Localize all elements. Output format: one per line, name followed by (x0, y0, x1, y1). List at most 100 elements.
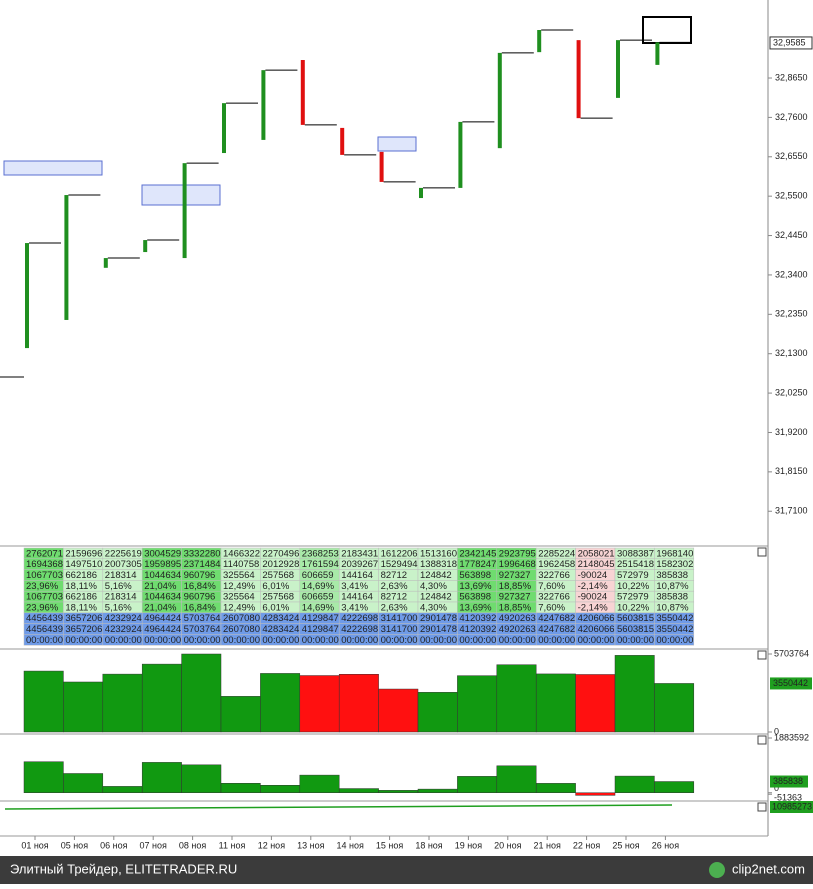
table-cell-text: 325564 (223, 570, 255, 581)
footer-text: Элитный Трейдер, ELITETRADER.RU (10, 861, 237, 876)
table-cell-text: -90024 (578, 592, 608, 603)
volume-bar (457, 675, 498, 733)
table-cell-text: 82712 (381, 592, 407, 603)
x-tick-label: 11 ноя (219, 840, 246, 850)
zone-box (141, 184, 221, 206)
table-cell-text: 4120392 (459, 624, 496, 635)
delta-bar (63, 773, 104, 793)
table-cell-text: 1466322 (223, 548, 260, 559)
close-button[interactable] (757, 735, 767, 745)
table-cell-text: 4456439 (26, 624, 63, 635)
y-tick-label: 32,3400 (775, 269, 808, 279)
y-tick-label: 31,9200 (775, 427, 808, 437)
table-cell-text: 2607080 (223, 624, 260, 635)
table-cell-text: 1968140 (656, 548, 693, 559)
candle-body (261, 70, 266, 140)
table-cell-text: 1067703 (26, 592, 63, 603)
y-tick-label: 0 (774, 726, 779, 736)
x-tick-label: 06 ноя (100, 840, 127, 850)
table-cell-text: 2007305 (105, 559, 142, 570)
x-tick-label: 26 ноя (652, 840, 679, 850)
candle-body (497, 52, 502, 149)
table-cell-text: 16,84% (184, 581, 217, 592)
table-cell-text: 10,22% (617, 602, 650, 613)
table-cell-text: 2901478 (420, 613, 457, 624)
table-cell-text: 606659 (302, 570, 334, 581)
table-cell-text: 82712 (381, 570, 407, 581)
table-cell-text: 3141700 (381, 624, 418, 635)
candle-body (419, 187, 423, 199)
candle-body (143, 240, 148, 253)
y-tick-label: 32,5500 (775, 191, 808, 201)
table-cell-text: 14,69% (302, 602, 335, 613)
volume-bar (181, 653, 222, 733)
table-cell-text: 1140758 (223, 559, 259, 570)
table-cell-text: 2342145 (459, 548, 496, 559)
candle-body (655, 42, 660, 65)
table-cell-text: 3,41% (341, 602, 368, 613)
table-cell-text: 1582302 (656, 559, 693, 570)
volume-bar (654, 683, 695, 733)
x-tick-label: 05 ноя (61, 840, 88, 850)
y-tick-label: 32,8650 (775, 72, 808, 82)
logo-icon (709, 862, 725, 878)
table-cell-text: 4,30% (420, 581, 447, 592)
table-cell-text: 00:00:00 (144, 635, 181, 646)
table-cell-text: 1067703 (26, 570, 63, 581)
table-cell-text: 4232924 (105, 624, 142, 635)
table-cell-text: 00:00:00 (578, 635, 615, 646)
last-delta-label: 385838 (773, 776, 803, 786)
table-cell-text: 218314 (105, 592, 137, 603)
delta-bar (614, 775, 655, 793)
table-cell-text: 18,85% (499, 602, 532, 613)
volume-bar (378, 688, 419, 733)
table-cell-text: 4283424 (262, 613, 299, 624)
x-tick-label: 25 ноя (612, 840, 639, 850)
x-tick-label: 14 ноя (337, 840, 364, 850)
candle-body (103, 258, 108, 268)
table-cell-text: 3332280 (184, 548, 221, 559)
table-cell-text: 322766 (538, 570, 570, 581)
table-cell-text: 5703764 (184, 613, 221, 624)
delta-bar (338, 788, 379, 793)
y-tick-label: 31,8150 (775, 466, 808, 476)
x-tick-label: 13 ноя (297, 840, 324, 850)
table-cell-text: 5603815 (617, 613, 654, 624)
close-button[interactable] (757, 802, 767, 812)
table-cell-text: 10,87% (656, 581, 689, 592)
delta-bar (535, 783, 576, 793)
y-tick-label: 32,1300 (775, 348, 808, 358)
close-button[interactable] (757, 547, 767, 557)
table-cell-text: 257568 (262, 592, 294, 603)
close-button[interactable] (757, 650, 767, 660)
table-cell-text: 00:00:00 (65, 635, 102, 646)
table-cell-text: 16,84% (184, 602, 217, 613)
table-cell-text: 4232924 (105, 613, 142, 624)
table-cell-text: 1962458 (538, 559, 575, 570)
x-tick-label: 20 ноя (494, 840, 521, 850)
candle-body (64, 195, 69, 320)
table-cell-text: 385838 (656, 570, 688, 581)
table-cell-text: 00:00:00 (184, 635, 221, 646)
cumulative-box (770, 801, 813, 813)
delta-bar (457, 776, 498, 793)
table-cell-text: 7,60% (538, 581, 565, 592)
table-cell-text: 960796 (184, 570, 216, 581)
table-cell-text: 23,96% (26, 602, 59, 613)
table-cell-text: 2159696 (65, 548, 102, 559)
y-tick-label: 31,7100 (775, 506, 808, 516)
x-tick-label: 18 ноя (415, 840, 442, 850)
zone-box (377, 136, 417, 152)
x-tick-label: 12 ноя (258, 840, 285, 850)
table-cell-text: 12,49% (223, 602, 256, 613)
table-cell-text: 927327 (499, 570, 531, 581)
delta-bar (260, 785, 301, 793)
table-cell-text: 1044634 (144, 570, 181, 581)
y-tick-label: 32,7600 (775, 112, 808, 122)
volume-bar (102, 673, 143, 733)
table-cell-text: 2762071 (26, 548, 63, 559)
table-cell-text: 10,22% (617, 581, 650, 592)
table-cell-text: 00:00:00 (656, 635, 693, 646)
volume-bar (535, 673, 576, 733)
